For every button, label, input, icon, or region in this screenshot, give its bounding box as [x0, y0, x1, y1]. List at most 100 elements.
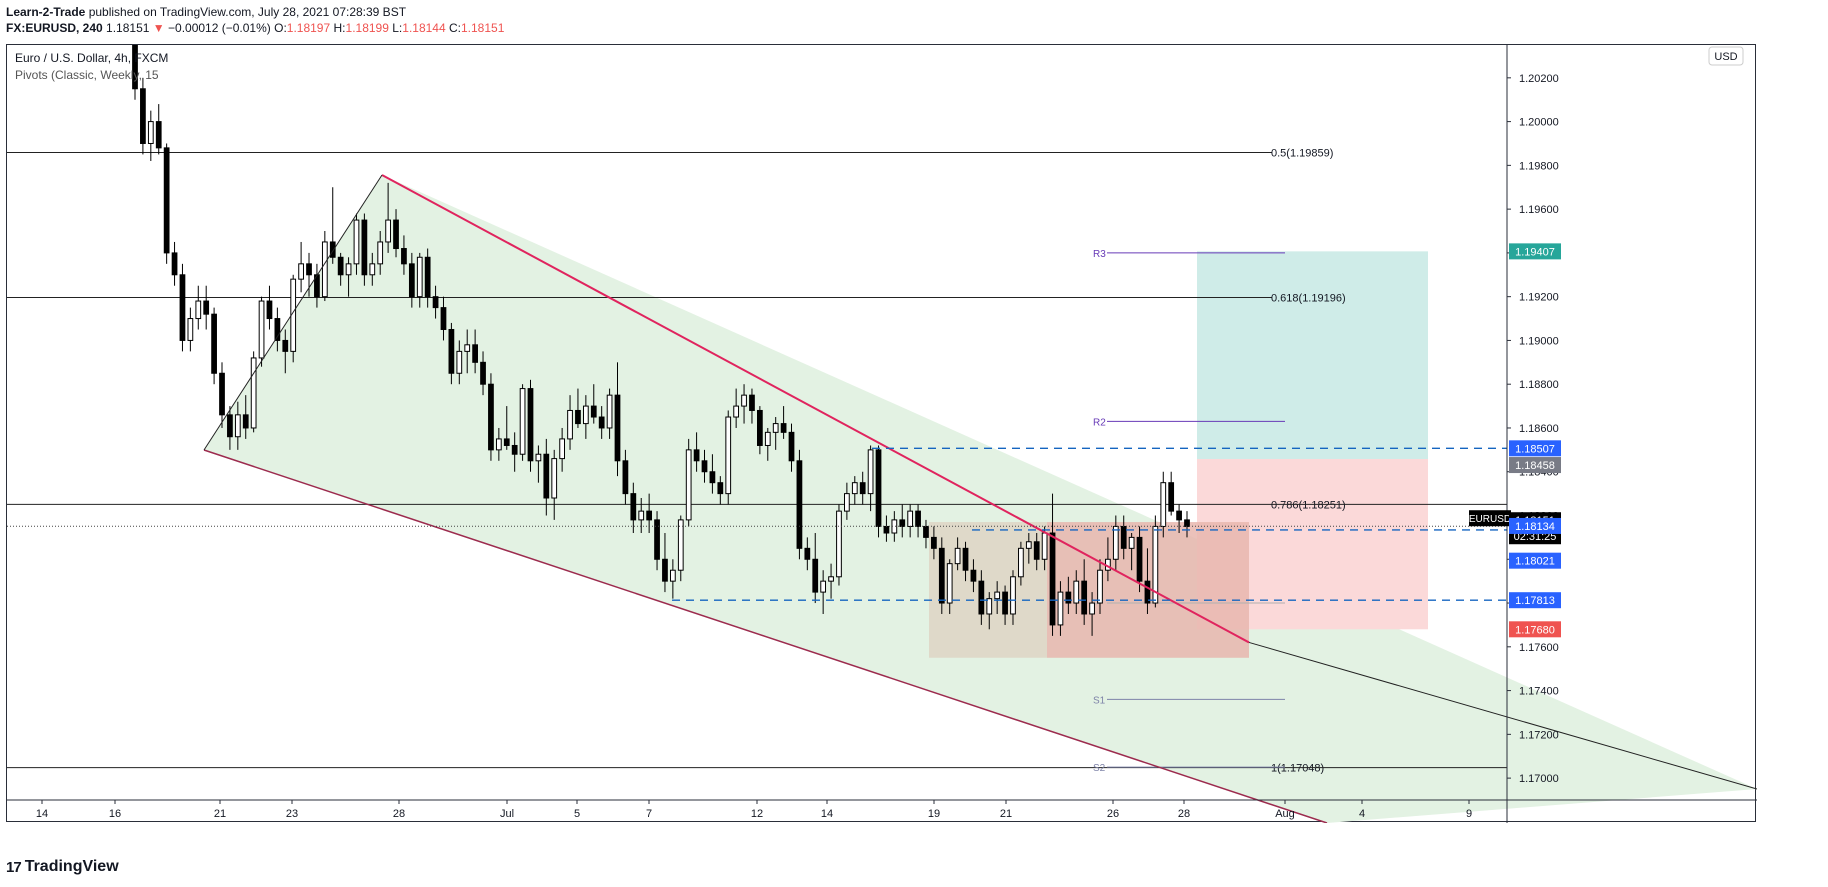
candle-body[interactable]: [820, 580, 827, 593]
candle-body[interactable]: [519, 388, 526, 455]
candle-body[interactable]: [401, 248, 407, 265]
candle-body[interactable]: [938, 547, 945, 604]
upper-trendline[interactable]: [381, 174, 1250, 644]
candle-body[interactable]: [907, 510, 914, 527]
candle-body[interactable]: [614, 394, 621, 462]
candle-body[interactable]: [685, 449, 692, 521]
candle-body[interactable]: [986, 598, 993, 615]
candle-body[interactable]: [495, 438, 502, 451]
candle-body[interactable]: [1018, 547, 1024, 578]
candle-body[interactable]: [582, 405, 589, 425]
candle-body[interactable]: [915, 510, 921, 527]
candle-body[interactable]: [432, 296, 439, 309]
candle-body[interactable]: [622, 460, 629, 495]
candle-body[interactable]: [140, 88, 146, 144]
candle-body[interactable]: [195, 300, 202, 320]
candle-body[interactable]: [709, 471, 716, 484]
candle-body[interactable]: [796, 460, 803, 549]
candle-body[interactable]: [503, 438, 510, 446]
axis-price-tag[interactable]: [1509, 457, 1561, 474]
candle-body[interactable]: [551, 458, 558, 499]
candle-body[interactable]: [345, 263, 352, 276]
candle-body[interactable]: [1002, 591, 1008, 615]
axis-price-tag[interactable]: [1509, 440, 1561, 457]
candle-body[interactable]: [733, 405, 740, 418]
candle-body[interactable]: [677, 519, 684, 571]
axis-price-tag[interactable]: [1509, 517, 1561, 534]
candle-body[interactable]: [227, 414, 233, 438]
candle-body[interactable]: [480, 361, 486, 385]
candle-body[interactable]: [219, 372, 225, 416]
candle-body[interactable]: [749, 394, 755, 411]
candle-body[interactable]: [306, 263, 312, 276]
candle-body[interactable]: [1041, 532, 1048, 560]
candle-body[interactable]: [321, 241, 328, 298]
legend-indicator[interactable]: Pivots (Classic, Weekly, 15: [15, 68, 159, 82]
candle-body[interactable]: [416, 256, 423, 298]
candle-body[interactable]: [337, 256, 344, 276]
candle-body[interactable]: [875, 449, 882, 527]
candle-body[interactable]: [867, 449, 874, 495]
candle-body[interactable]: [1081, 580, 1088, 615]
candle-body[interactable]: [1033, 541, 1040, 560]
candle-body[interactable]: [788, 431, 795, 462]
candle-body[interactable]: [654, 519, 660, 560]
candle-body[interactable]: [393, 219, 399, 250]
candle-body[interactable]: [1120, 525, 1127, 549]
candle-body[interactable]: [567, 409, 573, 440]
candle-body[interactable]: [171, 252, 178, 276]
candle-body[interactable]: [385, 219, 391, 243]
candle-body[interactable]: [456, 350, 463, 374]
candle-body[interactable]: [282, 339, 289, 352]
tradingview-logo[interactable]: 17 TradingView: [6, 858, 119, 876]
candle-body[interactable]: [630, 493, 637, 521]
candle-body[interactable]: [1010, 576, 1016, 615]
candle-body[interactable]: [883, 525, 890, 534]
candle-body[interactable]: [598, 416, 605, 429]
candle-body[interactable]: [1136, 536, 1143, 582]
candle-body[interactable]: [329, 241, 336, 258]
candle-body[interactable]: [211, 313, 217, 374]
candle-body[interactable]: [669, 569, 676, 582]
candle-body[interactable]: [250, 357, 257, 429]
candle-body[interactable]: [756, 409, 763, 446]
candle-body[interactable]: [606, 394, 613, 429]
candle-body[interactable]: [780, 423, 787, 433]
publisher-name[interactable]: Learn-2-Trade: [6, 5, 86, 19]
candle-body[interactable]: [377, 241, 384, 265]
candle-body[interactable]: [970, 569, 977, 582]
candle-body[interactable]: [954, 547, 961, 565]
candle-body[interactable]: [1152, 525, 1159, 604]
candle-body[interactable]: [242, 414, 249, 429]
candle-body[interactable]: [772, 423, 779, 433]
candle-body[interactable]: [234, 414, 241, 438]
candle-body[interactable]: [899, 519, 906, 527]
candle-body[interactable]: [804, 547, 811, 560]
price-chart[interactable]: 0.5(1.19859) 0.618(1.19196) 0.786(1.18251)…: [7, 12, 1758, 824]
candle-body[interactable]: [408, 263, 415, 298]
candle-body[interactable]: [448, 328, 455, 374]
axis-price-tag[interactable]: [1509, 243, 1561, 260]
candle-body[interactable]: [559, 438, 566, 460]
chart-pane[interactable]: 0.5(1.19859) 0.618(1.19196) 0.786(1.18251)…: [6, 12, 1758, 824]
candle-body[interactable]: [931, 536, 937, 549]
candle-body[interactable]: [1112, 525, 1119, 560]
candle-body[interactable]: [1184, 519, 1190, 527]
candle-body[interactable]: [978, 580, 985, 615]
candle-body[interactable]: [693, 449, 700, 462]
candle-body[interactable]: [1128, 536, 1135, 549]
candle-body[interactable]: [946, 563, 953, 604]
candle-body[interactable]: [369, 263, 376, 276]
candle-body[interactable]: [440, 307, 447, 330]
candle-body[interactable]: [638, 510, 645, 521]
candle-body[interactable]: [575, 409, 581, 425]
axis-price-tag[interactable]: [1509, 621, 1561, 638]
candle-body[interactable]: [543, 453, 550, 499]
axis-price-tag[interactable]: [1509, 592, 1561, 609]
candle-body[interactable]: [701, 460, 708, 473]
candle-body[interactable]: [662, 558, 668, 582]
candle-body[interactable]: [353, 219, 360, 265]
legend-title[interactable]: Euro / U.S. Dollar, 4h, FXCM: [15, 51, 168, 65]
lower-trendline[interactable]: [203, 449, 1328, 824]
candle-body[interactable]: [203, 300, 210, 315]
